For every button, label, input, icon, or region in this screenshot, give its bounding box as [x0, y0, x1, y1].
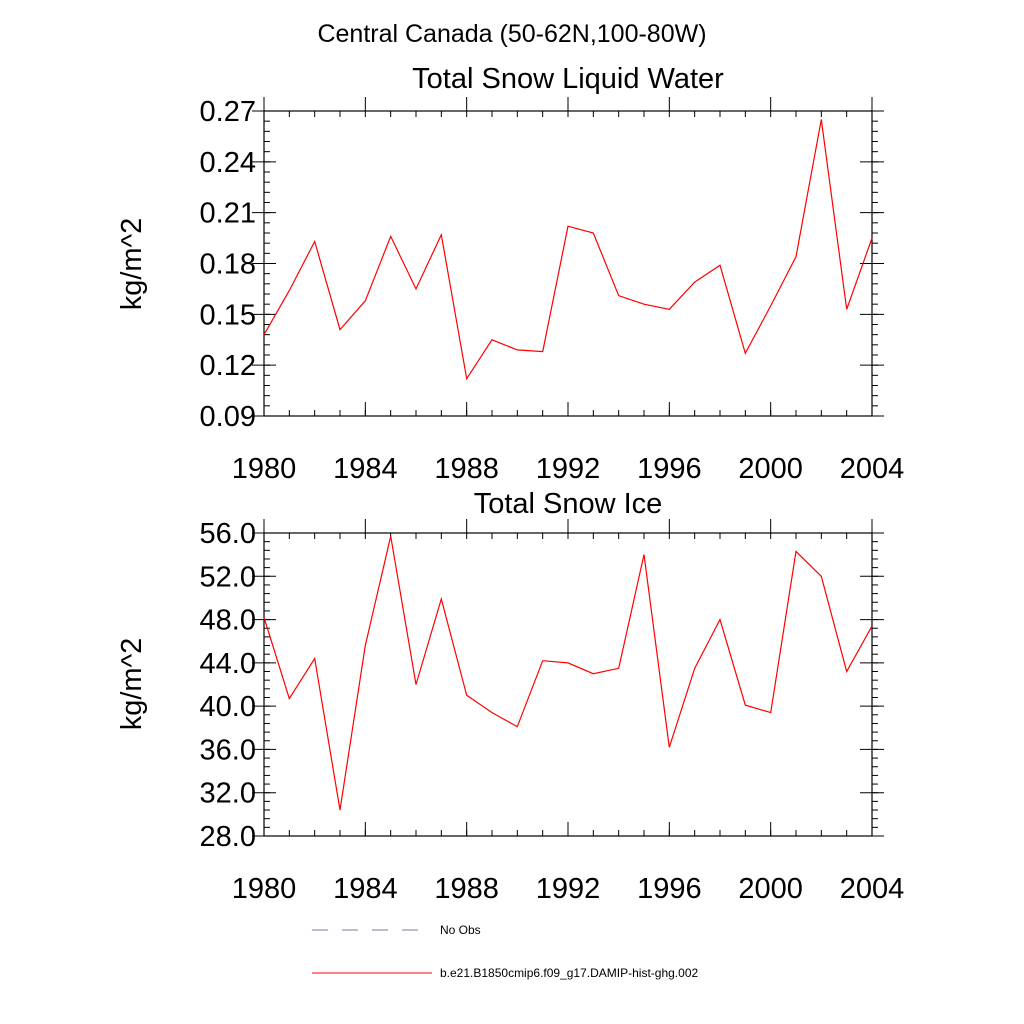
panel-2-x-tick-label: 2004 [840, 873, 905, 905]
panel-1-plot: 1980 1984 1988 1992 1996 2000 2004 0.09 0.12 0.15… [200, 96, 905, 485]
panel-1-y-tick-label: 0.09 [200, 401, 256, 433]
panel-2-y-tick-label: 40.0 [200, 691, 256, 723]
panel-1-y-tick-label: 0.24 [200, 147, 256, 179]
panel-1-y-tick-label: 0.27 [200, 96, 256, 128]
legend-model-label: b.e21.B1850cmip6.f09_g17.DAMIP-hist-ghg.… [440, 966, 698, 980]
panel-1-y-tick-label: 0.21 [200, 198, 256, 230]
legend: No Obs b.e21.B1850cmip6.f09_g17.DAMIP-hi… [312, 923, 698, 980]
panel-2-y-tick-label: 48.0 [200, 605, 256, 637]
panel-1-frame [263, 110, 873, 417]
panel-1-series-line [263, 119, 873, 381]
panel-2-y-tick-label: 36.0 [200, 734, 256, 766]
panel-2-ylabel: kg/m^2 [116, 638, 148, 731]
panel-2-plot: 1980 1984 1988 1992 1996 2000 2004 28.0 32.0 36.0… [200, 518, 905, 905]
panel-2-x-tick-label: 1992 [536, 873, 601, 905]
panel-1-x-tick-label: 1992 [536, 453, 601, 485]
panel-2-frame [263, 532, 873, 837]
panel-1-x-tick-label: 1988 [434, 453, 499, 485]
panel-1-x-tick-label: 1996 [637, 453, 702, 485]
panel-1-y-tick-label: 0.15 [200, 299, 256, 331]
legend-no-obs-label: No Obs [440, 923, 481, 937]
panel-2-x-tick-label: 2000 [738, 873, 803, 905]
panel-2-series-line [263, 536, 873, 811]
panel-2-title: Total Snow Ice [474, 488, 663, 520]
panel-1-title: Total Snow Liquid Water [412, 63, 724, 95]
panel-2-x-tick-label: 1980 [232, 873, 297, 905]
panel-1-x-tick-label: 1980 [232, 453, 297, 485]
panel-1-x-tick-label: 2000 [738, 453, 803, 485]
panel-1-ylabel: kg/m^2 [116, 218, 148, 311]
panel-1-x-tick-label: 2004 [840, 453, 905, 485]
panel-2-x-tick-label: 1996 [637, 873, 702, 905]
panel-2-y-tick-label: 32.0 [200, 778, 256, 810]
figure-suptitle: Central Canada (50-62N,100-80W) [317, 20, 706, 48]
panel-1-y-tick-label: 0.12 [200, 350, 256, 382]
panel-2-y-tick-label: 52.0 [200, 561, 256, 593]
panel-2-x-tick-label: 1988 [434, 873, 499, 905]
panel-2-x-tick-label: 1984 [333, 873, 398, 905]
panel-2-y-tick-label: 44.0 [200, 648, 256, 680]
panel-2-y-tick-label: 28.0 [200, 821, 256, 853]
panel-2-y-tick-label: 56.0 [200, 518, 256, 550]
panel-1-x-tick-label: 1984 [333, 453, 398, 485]
panel-1-y-tick-label: 0.18 [200, 249, 256, 281]
